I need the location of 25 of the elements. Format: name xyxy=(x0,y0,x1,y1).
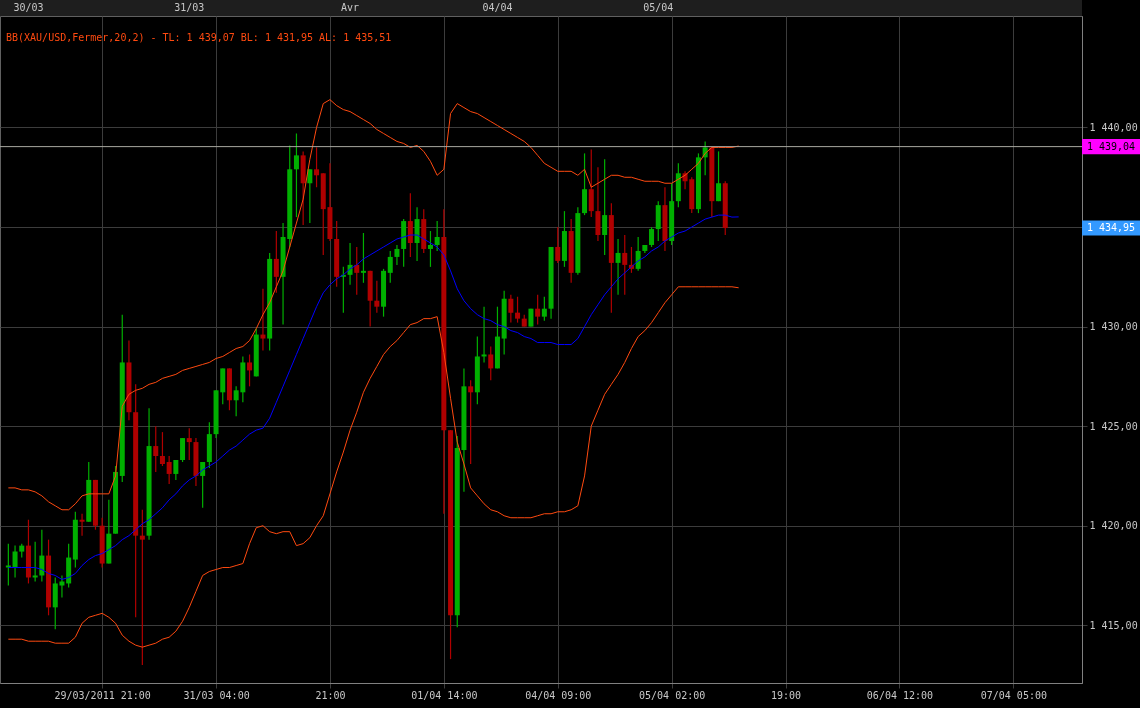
x-tick-label: 21:00 xyxy=(315,689,346,701)
x-tick-label: 31/03 04:00 xyxy=(183,689,250,701)
x-tick-label: 29/03/2011 21:00 xyxy=(54,689,151,701)
text: 31/03 xyxy=(174,2,205,13)
line-series xyxy=(7,286,740,648)
x-tick-label: 05/04 02:00 xyxy=(639,689,706,701)
x-tick-label: 19:00 xyxy=(771,689,802,701)
y-tick-label: 1 440,00 xyxy=(1089,122,1138,133)
text: 30/03 xyxy=(13,2,44,13)
text: Avr xyxy=(341,2,360,13)
y-tick-label: 1 430,00 xyxy=(1089,321,1138,333)
y-tick-label: 1 415,00 xyxy=(1089,619,1138,631)
x-tick-label: 04/04 09:00 xyxy=(525,689,592,701)
text: BB(XAU/USD,Fermer,20,2) - TL: 1 439,07 BL: 1 431,95 AL: 1 435,51 xyxy=(6,32,392,43)
text: 04/04 xyxy=(482,2,513,13)
text: 1 434,95 xyxy=(1086,222,1136,234)
line-series xyxy=(7,99,740,511)
x-tick-label: 07/04 05:00 xyxy=(980,689,1047,701)
candlestick xyxy=(528,308,534,327)
x-tick-label: 01/04 14:00 xyxy=(411,689,478,701)
text: 05/04 xyxy=(643,2,674,13)
x-tick-label: 06/04 12:00 xyxy=(866,689,934,701)
y-tick-label: 1 425,00 xyxy=(1089,420,1138,432)
ref-line-label: 1 439,04 xyxy=(1086,140,1136,152)
y-tick-label: 1 420,00 xyxy=(1089,520,1138,532)
